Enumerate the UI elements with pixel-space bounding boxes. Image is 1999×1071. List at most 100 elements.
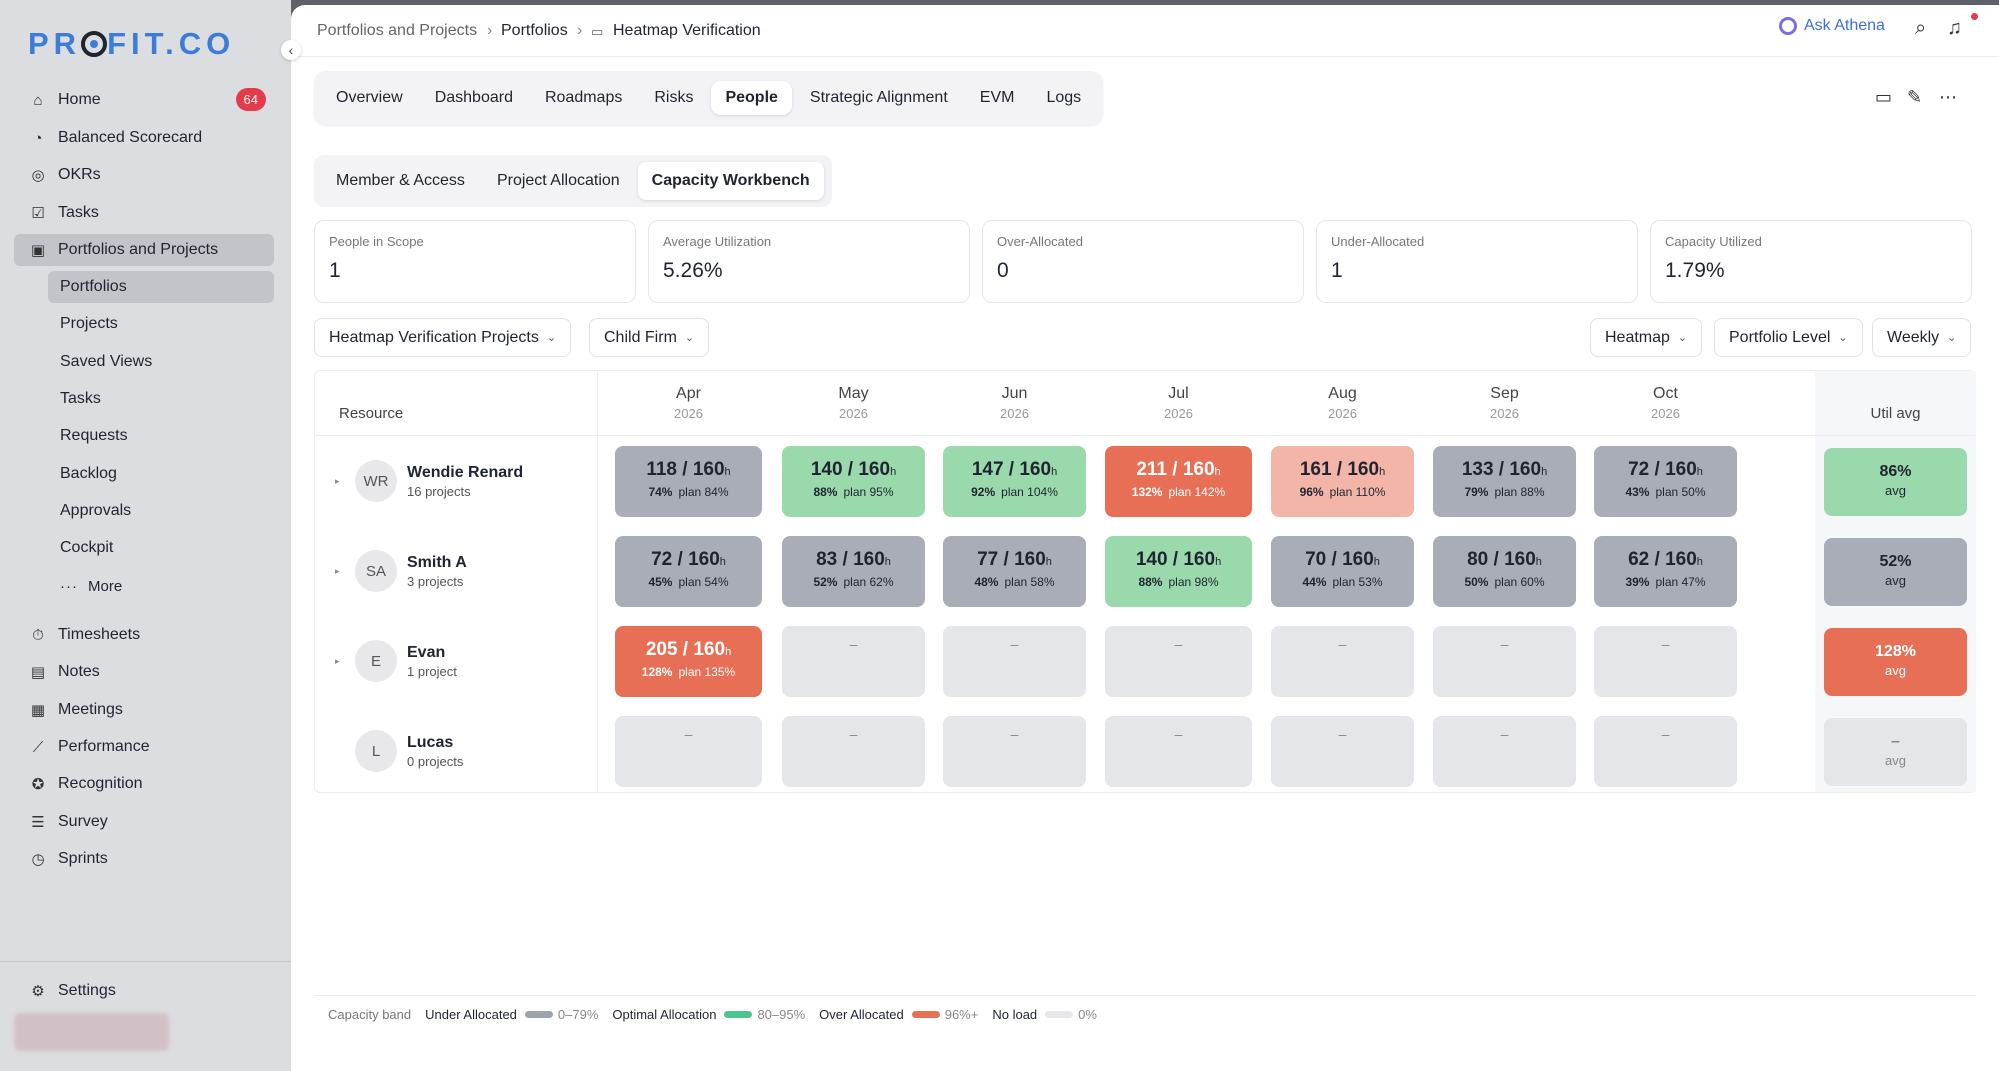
resource-project-count: 16 projects: [407, 483, 471, 499]
heatmap-cell[interactable]: –: [1271, 626, 1414, 697]
heatmap-cell[interactable]: 147 / 160h 92% plan 104%: [943, 446, 1086, 517]
heatmap-cell[interactable]: 161 / 160h 96% plan 110%: [1271, 446, 1414, 517]
heatmap-cell[interactable]: –: [782, 716, 925, 787]
heatmap-cell[interactable]: 72 / 160h 45% plan 54%: [615, 536, 762, 607]
sidebar-item-balanced-scorecard[interactable]: ◔ Balanced Scorecard: [14, 122, 274, 154]
edit-pencil-icon[interactable]: ✎: [1907, 87, 1923, 107]
sidebar-subitem-saved-views[interactable]: Saved Views: [60, 353, 153, 370]
sidebar-subitem-requests[interactable]: Requests: [60, 427, 128, 444]
heatmap-cell[interactable]: 77 / 160h 48% plan 58%: [943, 536, 1086, 607]
heatmap-cell[interactable]: –: [943, 716, 1086, 787]
tab-risks[interactable]: Risks: [654, 89, 694, 106]
sidebar-item-home[interactable]: ⌂ Home 64: [14, 84, 274, 116]
heatmap-cell[interactable]: 140 / 160h 88% plan 98%: [1105, 536, 1252, 607]
heatmap-cell[interactable]: –: [1433, 716, 1576, 787]
sidebar-subitem-cockpit[interactable]: Cockpit: [60, 539, 114, 556]
heatmap-cell[interactable]: 83 / 160h 52% plan 62%: [782, 536, 925, 607]
cell-hours: 140 / 160h: [782, 459, 925, 481]
tab-roadmaps[interactable]: Roadmaps: [544, 89, 623, 106]
resource-row-header[interactable]: ▸ SA Smith A 3 projects: [335, 541, 467, 601]
heatmap-cell[interactable]: –: [615, 716, 762, 787]
firm-filter-dropdown[interactable]: Child Firm ⌄: [589, 318, 710, 357]
kpi-capacity-utilized: Capacity Utilized 1.79%: [1650, 220, 1972, 303]
subtab-capacity-workbench[interactable]: Capacity Workbench: [637, 162, 824, 200]
more-options-icon[interactable]: ⋯: [1939, 87, 1957, 107]
legend-item-name: Under Allocated: [425, 1007, 517, 1022]
sidebar-item-survey[interactable]: ☰ Survey: [14, 806, 274, 838]
resource-row-header[interactable]: ▸ WR Wendie Renard 16 projects: [335, 451, 523, 511]
sidebar-item-performance[interactable]: ⟋ Performance: [14, 731, 274, 763]
heatmap-cell[interactable]: –: [782, 626, 925, 697]
tab-people[interactable]: People: [711, 81, 792, 115]
tab-dashboard[interactable]: Dashboard: [434, 89, 513, 106]
expand-caret-icon[interactable]: ▸: [335, 565, 340, 576]
subtab-member-access[interactable]: Member & Access: [336, 172, 465, 189]
heatmap-cell[interactable]: 211 / 160h 132% plan 142%: [1105, 446, 1252, 517]
heatmap-cell[interactable]: 70 / 160h 44% plan 53%: [1271, 536, 1414, 607]
cell-utilization: 74% plan 84%: [615, 485, 762, 499]
sidebar-item-tasks[interactable]: ☑ Tasks: [14, 197, 274, 229]
sidebar-item-timesheets[interactable]: ⏱ Timesheets: [14, 619, 274, 651]
expand-caret-icon[interactable]: ▸: [335, 475, 340, 486]
sidebar-subitem-portfolios[interactable]: Portfolios: [48, 271, 274, 303]
resource-name: Lucas: [407, 733, 454, 751]
sidebar-item-okrs[interactable]: ◎ OKRs: [14, 159, 274, 191]
heatmap-cell[interactable]: –: [1594, 716, 1737, 787]
heatmap-cell[interactable]: –: [1271, 716, 1414, 787]
sidebar-item-notes[interactable]: ▤ Notes: [14, 656, 274, 688]
plan-pct: plan 53%: [1332, 575, 1383, 589]
sidebar-item-meetings[interactable]: ▦ Meetings: [14, 694, 274, 726]
heatmap-cell[interactable]: 80 / 160h 50% plan 60%: [1433, 536, 1576, 607]
profitco-logo[interactable]: PR FIT.CO: [28, 26, 236, 61]
heatmap-cell[interactable]: 133 / 160h 79% plan 88%: [1433, 446, 1576, 517]
ask-athena-button[interactable]: Ask Athena: [1779, 17, 1885, 35]
heatmap-cell[interactable]: –: [943, 626, 1086, 697]
sidebar-subitem-backlog[interactable]: Backlog: [60, 465, 117, 482]
resource-row-header[interactable]: ▸ E Evan 1 project: [335, 631, 457, 691]
breadcrumb-portfolios[interactable]: Portfolios: [501, 22, 568, 39]
heatmap-cell[interactable]: 205 / 160h 128% plan 135%: [615, 626, 762, 697]
util-avg-label: avg: [1885, 573, 1906, 588]
expand-caret-icon[interactable]: ▸: [335, 655, 340, 666]
collapse-sidebar-button[interactable]: ‹: [281, 40, 301, 60]
heatmap-cell[interactable]: 118 / 160h 74% plan 84%: [615, 446, 762, 517]
project-filter-dropdown[interactable]: Heatmap Verification Projects ⌄: [314, 318, 572, 357]
heatmap-cell[interactable]: 140 / 160h 88% plan 95%: [782, 446, 925, 517]
tab-strategic-alignment[interactable]: Strategic Alignment: [809, 89, 948, 106]
sidebar-item-settings[interactable]: ⚙ Settings: [14, 975, 274, 1007]
heatmap-cell[interactable]: 62 / 160h 39% plan 47%: [1594, 536, 1737, 607]
sidebar-item-portfolios-and-projects[interactable]: ▣ Portfolios and Projects: [14, 234, 274, 266]
subtab-project-allocation[interactable]: Project Allocation: [496, 172, 620, 189]
sidebar-more-button[interactable]: ··· More: [48, 570, 274, 602]
plan-pct: plan 47%: [1655, 575, 1706, 589]
chevron-down-icon: ⌄: [1947, 332, 1957, 344]
view-mode-dropdown[interactable]: Heatmap ⌄: [1590, 318, 1703, 357]
sidebar-item-sprints[interactable]: ◷ Sprints: [14, 843, 274, 875]
athena-icon: [1779, 17, 1797, 35]
resource-row-header[interactable]: L Lucas 0 projects: [335, 721, 463, 781]
sidebar-subitem-tasks[interactable]: Tasks: [60, 390, 101, 407]
bell-icon[interactable]: ♫: [1947, 17, 1962, 39]
breadcrumb-portfolios-and-projects[interactable]: Portfolios and Projects: [317, 22, 478, 39]
heatmap-cell[interactable]: –: [1433, 626, 1576, 697]
hours-unit: h: [1051, 466, 1058, 478]
tab-logs[interactable]: Logs: [1046, 89, 1082, 106]
sidebar-item-recognition[interactable]: ✪ Recognition: [14, 768, 274, 800]
tab-evm[interactable]: EVM: [979, 89, 1015, 106]
level-dropdown[interactable]: Portfolio Level ⌄: [1714, 318, 1863, 357]
heatmap-cell[interactable]: –: [1105, 626, 1252, 697]
heatmap-cell[interactable]: 72 / 160h 43% plan 50%: [1594, 446, 1737, 517]
sidebar-item-label: Performance: [58, 738, 150, 755]
period-dropdown[interactable]: Weekly ⌄: [1872, 318, 1972, 357]
user-profile-avatar[interactable]: [14, 1013, 169, 1051]
actual-pct: 74%: [648, 485, 673, 499]
util-avg-column-header: Util avg: [1870, 405, 1921, 422]
tab-overview[interactable]: Overview: [336, 89, 403, 106]
heatmap-cell[interactable]: –: [1105, 716, 1252, 787]
search-icon[interactable]: ⌕: [1915, 17, 1927, 39]
month-header: Jun 2026: [955, 385, 1075, 421]
sidebar-subitem-approvals[interactable]: Approvals: [60, 502, 132, 519]
sidebar-subitem-projects[interactable]: Projects: [60, 315, 118, 332]
comment-icon[interactable]: ▭: [1875, 87, 1893, 107]
heatmap-cell[interactable]: –: [1594, 626, 1737, 697]
